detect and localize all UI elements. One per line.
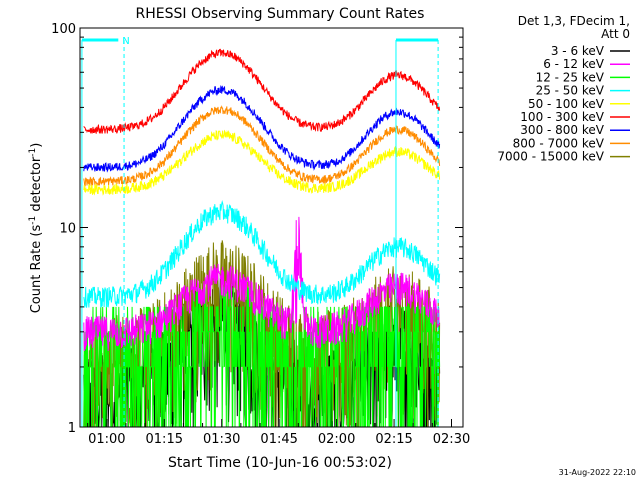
x-tick-label: 02:15 — [375, 432, 412, 447]
legend-header-line1: Det 1,3, FDecim 1, — [518, 14, 630, 28]
series-line — [83, 129, 441, 196]
y-tick-label: 1 — [68, 421, 76, 436]
legend-entry-label: 50 - 100 keV — [528, 97, 605, 111]
x-tick-label: 01:45 — [260, 432, 297, 447]
series-line — [83, 200, 441, 308]
x-tick-label: 01:15 — [146, 432, 183, 447]
legend-entry-label: 800 - 7000 keV — [513, 136, 605, 150]
legend-header-line2: Att 0 — [601, 27, 630, 41]
chart-title: RHESSI Observing Summary Count Rates — [136, 6, 425, 22]
y-axis-label-main: Count Rate (s — [29, 225, 44, 314]
legend-entry-label: 12 - 25 keV — [536, 70, 605, 84]
y-axis-label-sup2: -1 — [28, 148, 38, 157]
legend-entry-label: 100 - 300 keV — [520, 110, 604, 124]
y-axis-label-sup1: -1 — [28, 216, 38, 225]
x-tick-label: 02:30 — [433, 432, 470, 447]
night-label: N — [122, 36, 129, 47]
axes: 01:00 01:15 01:30 01:45 02:00 02:15 02:30 1 10 10… — [51, 22, 470, 447]
series-line — [83, 287, 441, 428]
legend-entry-label: 300 - 800 keV — [520, 123, 604, 137]
series-line — [83, 105, 441, 187]
y-tick-label: 100 — [51, 22, 76, 37]
x-tick-label: 01:00 — [88, 432, 125, 447]
legend-entry-label: 6 - 12 keV — [543, 57, 605, 71]
y-tick-label: 10 — [59, 222, 76, 237]
series-line — [83, 48, 441, 135]
y-axis-label-end: ) — [29, 143, 44, 148]
series-line — [83, 216, 441, 352]
footer-timestamp: 31-Aug-2022 22:10 — [559, 468, 636, 477]
legend-entry-label: 3 - 6 keV — [551, 44, 605, 58]
series-line — [83, 240, 441, 428]
night-markers: N — [81, 36, 439, 427]
x-axis-label: Start Time (10-Jun-16 00:53:02) — [168, 455, 392, 471]
y-axis-label: Count Rate (s-1 detector-1) — [28, 143, 44, 314]
x-tick-label: 01:30 — [203, 432, 240, 447]
legend-entry-label: 25 - 50 keV — [536, 84, 605, 98]
series-layer — [83, 48, 441, 428]
x-tick-label: 02:00 — [318, 432, 355, 447]
series-line — [83, 84, 441, 173]
legend-entry-label: 7000 - 15000 keV — [497, 150, 604, 164]
y-axis-label-mid: detector — [29, 156, 44, 216]
